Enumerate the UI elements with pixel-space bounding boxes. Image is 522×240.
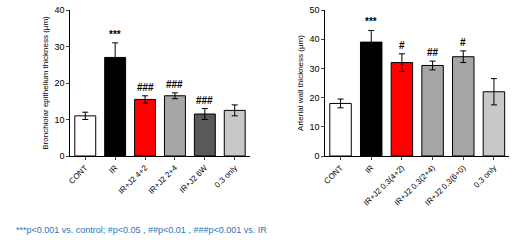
svg-text:40: 40: [309, 34, 319, 44]
svg-text:IR+J2 2+4: IR+J2 2+4: [147, 163, 180, 196]
svg-text:20: 20: [55, 78, 65, 88]
svg-text:IR+J2 6W: IR+J2 6W: [178, 163, 210, 195]
svg-text:###: ###: [137, 82, 154, 93]
svg-text:40: 40: [55, 5, 65, 15]
svg-text:CONT: CONT: [67, 163, 89, 185]
svg-text:0.3 only: 0.3 only: [472, 163, 498, 189]
svg-text:#: #: [399, 40, 405, 51]
svg-text:10: 10: [309, 122, 319, 132]
svg-text:##: ##: [427, 47, 439, 58]
svg-text:0: 0: [60, 151, 65, 161]
svg-text:IR: IR: [107, 163, 119, 175]
svg-text:50: 50: [309, 5, 319, 15]
svg-text:30: 30: [55, 42, 65, 52]
svg-text:IR+J2 0.3(6+0): IR+J2 0.3(6+0): [423, 163, 467, 207]
svg-text:IR: IR: [363, 163, 375, 175]
svg-text:20: 20: [309, 93, 319, 103]
svg-text:30: 30: [309, 64, 319, 74]
svg-text:#: #: [460, 37, 466, 48]
svg-text:***: ***: [109, 29, 121, 40]
svg-text:0.3 only: 0.3 only: [213, 163, 239, 189]
svg-text:Bronchiolar epithelium thickne: Bronchiolar epithelium thickness (μm): [41, 16, 50, 150]
svg-text:IR+J2 4+2: IR+J2 4+2: [117, 163, 150, 196]
svg-text:Arterial wall thickness (μm): Arterial wall thickness (μm): [296, 35, 305, 131]
svg-text:***p<0.001 vs. control; #p<0.0: ***p<0.001 vs. control; #p<0.05 , ##p<0.…: [16, 225, 267, 235]
svg-text:CONT: CONT: [322, 163, 344, 185]
svg-text:0: 0: [314, 151, 319, 161]
svg-text:###: ###: [196, 95, 213, 106]
svg-text:IR+J2 0.3(2+4): IR+J2 0.3(2+4): [393, 163, 437, 207]
svg-text:IR+J2 0.3(4+2): IR+J2 0.3(4+2): [362, 163, 406, 207]
svg-text:10: 10: [55, 115, 65, 125]
svg-text:***: ***: [365, 16, 377, 27]
svg-text:###: ###: [166, 79, 183, 90]
